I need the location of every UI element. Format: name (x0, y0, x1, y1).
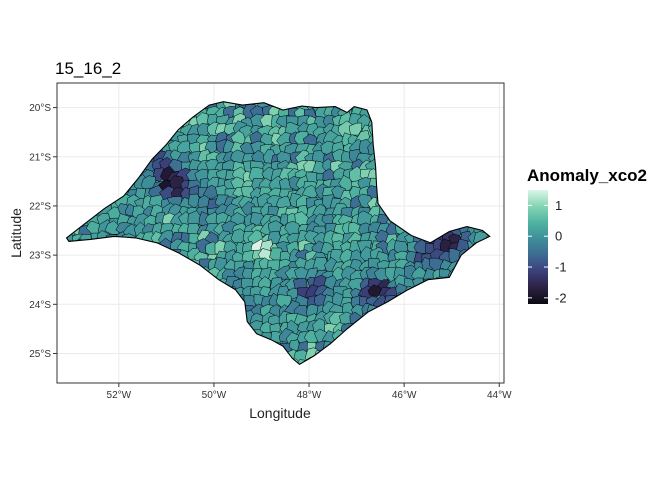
x-tick-label: 46°W (392, 390, 417, 401)
y-tick-label: 24°S (29, 300, 51, 311)
legend-colorbar (528, 190, 548, 304)
y-tick-label: 23°S (29, 251, 51, 262)
x-axis-title: Longitude (249, 405, 311, 421)
legend-tick-label: 1 (555, 198, 562, 213)
legend: Anomaly_xco2 1 0 -1 -2 (527, 166, 647, 305)
legend-title: Anomaly_xco2 (527, 166, 647, 185)
plot-title: 15_16_2 (55, 59, 121, 78)
y-axis: 20°S 21°S 22°S 23°S 24°S 25°S (29, 103, 57, 360)
plot-panel (56, 82, 505, 384)
y-tick-label: 22°S (29, 201, 51, 212)
x-axis: 52°W 50°W 48°W 46°W 44°W (107, 383, 512, 401)
legend-tick-label: -2 (555, 290, 567, 305)
y-axis-title: Latitude (8, 208, 24, 258)
legend-tick-label: 0 (555, 229, 562, 244)
y-tick-label: 21°S (29, 152, 51, 163)
x-tick-label: 52°W (107, 390, 132, 401)
x-tick-label: 48°W (297, 390, 322, 401)
y-tick-label: 25°S (29, 349, 51, 360)
municipality (367, 284, 383, 298)
legend-tick-label: -1 (555, 260, 567, 275)
x-tick-label: 50°W (202, 390, 227, 401)
municipality (349, 122, 363, 136)
state-outline (65, 101, 491, 365)
x-tick-label: 44°W (487, 390, 512, 401)
y-tick-label: 20°S (29, 103, 51, 114)
